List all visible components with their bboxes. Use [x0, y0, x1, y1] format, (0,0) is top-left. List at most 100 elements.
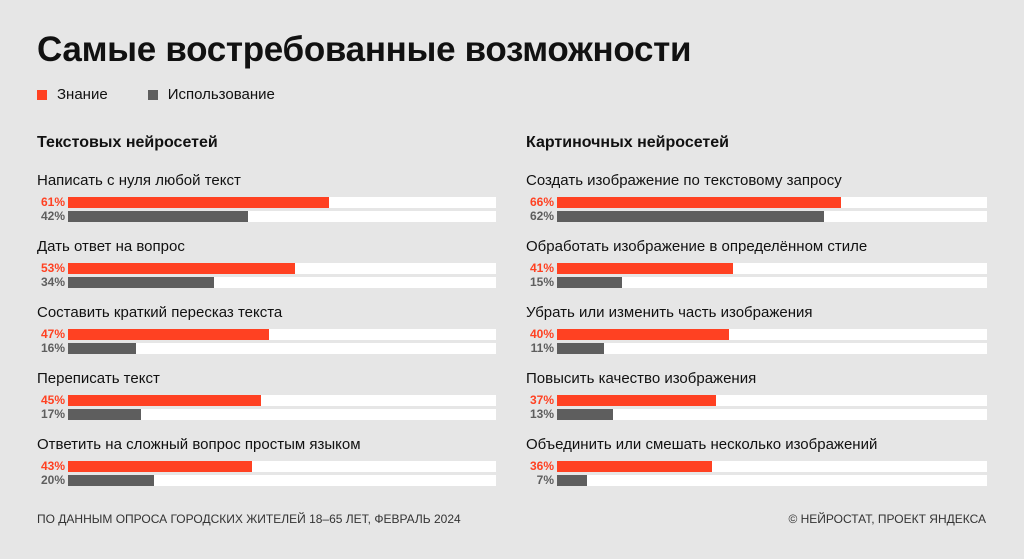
bar-knowledge	[557, 394, 717, 406]
category-label: Переписать текст	[37, 370, 160, 387]
bar-group: Составить краткий пересказ текста 47% 16%	[37, 304, 496, 382]
bar-track	[557, 328, 987, 340]
value-label: 66%	[529, 195, 554, 209]
value-label: 36%	[529, 459, 554, 473]
bar-group: Убрать или изменить часть изображения 40%…	[526, 304, 987, 382]
value-label: 45%	[40, 393, 65, 407]
bar-group: Дать ответ на вопрос 53% 34%	[37, 238, 496, 316]
bar-group: Переписать текст 45% 17%	[37, 370, 496, 448]
bar-group: Ответить на сложный вопрос простым языко…	[37, 436, 496, 514]
credit: © НЕЙРОСТАТ, ПРОЕКТ ЯНДЕКСА	[788, 512, 986, 526]
category-label: Создать изображение по текстовому запрос…	[526, 172, 842, 189]
source-note: ПО ДАННЫМ ОПРОСА ГОРОДСКИХ ЖИТЕЛЕЙ 18–65…	[37, 512, 461, 526]
value-label: 11%	[530, 341, 554, 355]
value-label: 40%	[529, 327, 554, 341]
value-label: 41%	[529, 261, 554, 275]
category-label: Составить краткий пересказ текста	[37, 304, 283, 321]
bar-track	[68, 210, 496, 222]
bar-knowledge	[557, 328, 729, 340]
value-label: 13%	[529, 407, 554, 421]
bar-row: 42%	[37, 209, 496, 223]
value-label: 15%	[529, 275, 554, 289]
page-title: Самые востребованные возможности	[37, 30, 692, 69]
bar-track	[557, 276, 987, 288]
bar-row: 34%	[37, 275, 496, 289]
bar-track	[68, 342, 496, 354]
bar-row: 40%	[526, 327, 987, 341]
bar-track	[68, 394, 496, 406]
bar-track	[557, 262, 987, 274]
legend-item-usage: Использование	[147, 86, 275, 103]
category-label: Обработать изображение в определённом ст…	[526, 238, 868, 255]
panel-image-networks: Картиночных нейросетей Создать изображен…	[526, 134, 987, 514]
bar-track	[557, 342, 987, 354]
bar-usage	[68, 342, 137, 354]
bar-row: 61%	[37, 195, 496, 209]
bar-row: 11%	[526, 341, 987, 355]
bar-row: 62%	[526, 209, 987, 223]
bar-usage	[68, 276, 214, 288]
category-label: Убрать или изменить часть изображения	[526, 304, 813, 321]
legend-swatch	[147, 89, 158, 100]
bar-usage	[68, 408, 141, 420]
value-label: 42%	[40, 209, 65, 223]
bar-knowledge	[68, 460, 253, 472]
value-label: 37%	[529, 393, 554, 407]
category-label: Написать с нуля любой текст	[37, 172, 241, 189]
bar-track	[68, 408, 496, 420]
panel-title: Текстовых нейросетей	[37, 134, 218, 151]
bar-group: Повысить качество изображения 37% 13%	[526, 370, 987, 448]
bar-group: Обработать изображение в определённом ст…	[526, 238, 987, 316]
value-label: 7%	[536, 473, 554, 487]
bar-group: Написать с нуля любой текст 61% 42%	[37, 172, 496, 250]
bar-usage	[557, 408, 613, 420]
bar-knowledge	[557, 262, 734, 274]
bar-usage	[68, 210, 248, 222]
bar-row: 15%	[526, 275, 987, 289]
panel-text-networks: Текстовых нейросетей Написать с нуля люб…	[37, 134, 496, 514]
bar-track	[557, 460, 987, 472]
bar-track	[68, 474, 496, 486]
bar-usage	[557, 474, 588, 486]
legend-item-knowledge: Знание	[37, 86, 108, 103]
bar-track	[557, 408, 987, 420]
bar-track	[557, 210, 987, 222]
panel-title: Картиночных нейросетей	[526, 134, 729, 151]
bar-row: 16%	[37, 341, 496, 355]
bar-row: 13%	[526, 407, 987, 421]
bar-row: 66%	[526, 195, 987, 209]
category-label: Объединить или смешать несколько изображ…	[526, 436, 878, 453]
bar-group: Создать изображение по текстовому запрос…	[526, 172, 987, 250]
bar-usage	[557, 276, 622, 288]
bar-row: 43%	[37, 459, 496, 473]
bar-row: 17%	[37, 407, 496, 421]
bar-usage	[557, 342, 605, 354]
value-label: 61%	[40, 195, 65, 209]
bar-knowledge	[557, 460, 712, 472]
value-label: 62%	[529, 209, 554, 223]
bar-knowledge	[68, 328, 270, 340]
bar-track	[68, 460, 496, 472]
bar-row: 36%	[526, 459, 987, 473]
legend-swatch	[37, 89, 47, 100]
bar-row: 45%	[37, 393, 496, 407]
category-label: Ответить на сложный вопрос простым языко…	[37, 436, 361, 453]
bar-knowledge	[68, 262, 295, 274]
bar-row: 20%	[37, 473, 496, 487]
bar-usage	[557, 210, 824, 222]
bar-track	[68, 196, 496, 208]
bar-row: 47%	[37, 327, 496, 341]
bar-track	[557, 196, 987, 208]
bar-track	[557, 474, 987, 486]
value-label: 16%	[40, 341, 65, 355]
value-label: 47%	[40, 327, 65, 341]
bar-track	[68, 262, 496, 274]
category-label: Повысить качество изображения	[526, 370, 757, 387]
bar-knowledge	[68, 394, 261, 406]
bar-track	[557, 394, 987, 406]
value-label: 34%	[40, 275, 65, 289]
bar-usage	[68, 474, 154, 486]
bar-knowledge	[557, 196, 841, 208]
bar-row: 7%	[526, 473, 987, 487]
value-label: 43%	[40, 459, 65, 473]
